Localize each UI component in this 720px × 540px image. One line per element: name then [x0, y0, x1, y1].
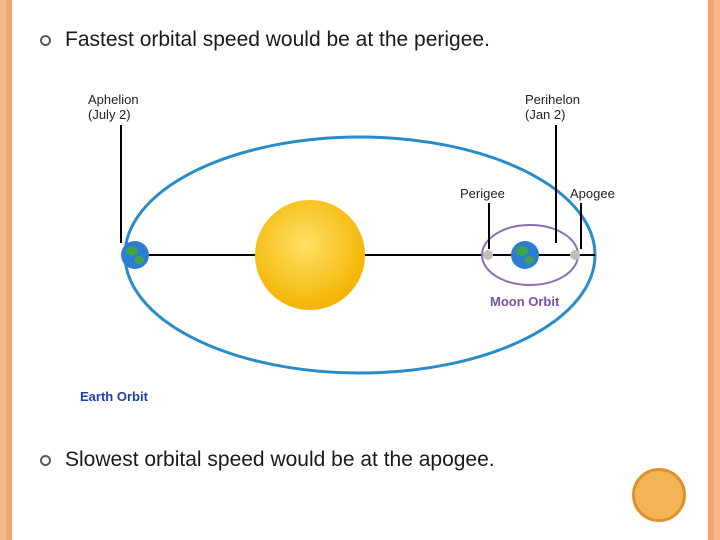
- bullet-top: Fastest orbital speed would be at the pe…: [40, 28, 490, 52]
- label-moon-orbit: Moon Orbit: [490, 295, 559, 310]
- callout-perigee: [488, 203, 490, 249]
- label-perihelion-line1: Perihelon: [525, 92, 580, 107]
- label-perihelion-line2: (Jan 2): [525, 107, 565, 122]
- label-apogee: Apogee: [570, 187, 615, 202]
- bullet-marker-icon: [40, 455, 51, 466]
- moon-perigee-icon: [483, 250, 493, 260]
- sun-icon: [255, 200, 365, 310]
- bullet-top-text: Fastest orbital speed would be at the pe…: [65, 28, 490, 52]
- label-aphelion: Aphelion (July 2): [88, 93, 139, 123]
- callout-aphelion: [120, 125, 122, 243]
- corner-decoration-icon: [632, 468, 686, 522]
- label-perihelion: Perihelon (Jan 2): [525, 93, 580, 123]
- bullet-marker-icon: [40, 35, 51, 46]
- callout-perihelion: [555, 125, 557, 243]
- bullet-bottom: Slowest orbital speed would be at the ap…: [40, 448, 495, 472]
- label-aphelion-line1: Aphelion: [88, 92, 139, 107]
- bullet-bottom-text: Slowest orbital speed would be at the ap…: [65, 448, 495, 472]
- orbit-diagram: Aphelion (July 2) Perihelon (Jan 2) Peri…: [80, 95, 640, 415]
- moon-apogee-icon: [570, 250, 580, 260]
- callout-apogee: [580, 203, 582, 249]
- earth-aphelion-icon: [121, 241, 149, 269]
- label-aphelion-line2: (July 2): [88, 107, 131, 122]
- earth-perihelion-icon: [511, 241, 539, 269]
- stripe-left-inner: [6, 0, 12, 540]
- stripe-right-outer: [714, 0, 720, 540]
- label-earth-orbit: Earth Orbit: [80, 390, 148, 405]
- label-perigee: Perigee: [460, 187, 505, 202]
